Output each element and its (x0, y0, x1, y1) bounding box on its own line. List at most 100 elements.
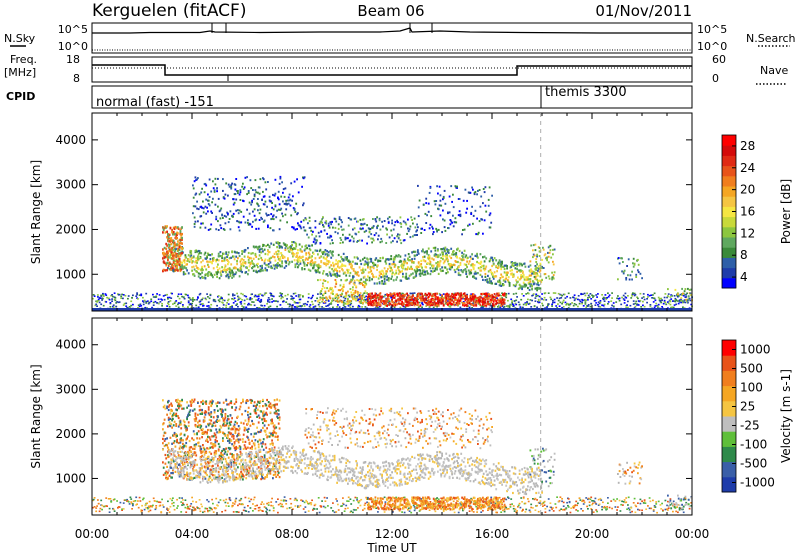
power-cell (167, 301, 170, 303)
velocity-cell (272, 505, 274, 507)
power-cell (483, 304, 486, 307)
freq-label-2: [MHz] (4, 66, 36, 79)
velocity-cell (259, 509, 262, 511)
power-cell (300, 220, 303, 223)
power-cell (283, 256, 286, 259)
power-cell (450, 185, 453, 188)
power-cell (416, 299, 418, 302)
power-cell (434, 203, 437, 206)
power-cell (406, 292, 408, 295)
power-cell (204, 205, 207, 208)
power-cell (406, 232, 408, 235)
power-cell (582, 305, 585, 307)
power-cell (307, 262, 309, 265)
power-cell (485, 296, 488, 299)
power-cell (472, 293, 475, 296)
power-cell (314, 249, 317, 252)
power-cell (541, 302, 543, 305)
power-cell (487, 274, 489, 277)
power-cell (305, 257, 308, 260)
power-cell (337, 232, 339, 235)
power-cell (170, 297, 173, 299)
power-cell (453, 304, 456, 307)
power-cell (297, 305, 300, 308)
power-cell (232, 271, 234, 274)
power-cell (237, 190, 239, 192)
power-cell (482, 256, 484, 259)
velocity-cell (97, 499, 99, 501)
power-cell (192, 273, 195, 276)
power-cell (255, 299, 258, 301)
power-cell (176, 233, 178, 236)
power-cell (267, 265, 270, 268)
power-cell (282, 296, 284, 299)
power-cell (295, 243, 298, 246)
power-cell (262, 177, 264, 180)
power-cell (286, 298, 288, 300)
power-cell (327, 289, 330, 292)
power-cell (353, 279, 356, 282)
power-cell (449, 265, 452, 268)
power-cell (455, 292, 458, 295)
power-cell (232, 298, 235, 301)
power-cell (472, 222, 474, 225)
power-cell (228, 185, 231, 188)
power-cell (452, 294, 455, 297)
power-cell (293, 252, 296, 256)
velocity-cell (199, 510, 202, 513)
power-cell (232, 273, 235, 276)
power-cell (430, 250, 433, 253)
power-cell (275, 264, 278, 267)
power-cell (437, 254, 439, 257)
power-cell (634, 305, 637, 308)
power-cell (250, 262, 253, 265)
power-cell (431, 303, 433, 307)
power-cell (247, 273, 249, 276)
power-cell (237, 305, 239, 308)
power-cell (177, 303, 179, 306)
power-cell (502, 294, 505, 297)
power-cell (379, 303, 382, 306)
power-cell (302, 259, 304, 262)
power-cell (187, 306, 189, 308)
power-cell (307, 256, 310, 259)
power-cell (207, 296, 209, 298)
power-cell (632, 300, 635, 302)
power-cell (307, 296, 310, 299)
velocity-cells (92, 398, 693, 514)
power-cell (297, 258, 300, 261)
power-cell (224, 264, 227, 267)
power-ytick-label: 2000 (55, 222, 86, 236)
power-cell (327, 224, 330, 227)
power-cell (209, 293, 212, 296)
power-cell (444, 266, 447, 269)
power-cell (363, 286, 366, 289)
power-cell (567, 304, 570, 306)
power-cell (372, 226, 374, 229)
power-cell (328, 261, 331, 264)
power-cell (475, 233, 478, 236)
power-cell (330, 264, 333, 267)
power-frame (91, 112, 693, 312)
power-cell (299, 294, 302, 296)
power-cell (200, 252, 203, 255)
power-cell (235, 209, 238, 212)
power-cell (434, 304, 437, 307)
velocity-cell (143, 508, 146, 511)
power-cell (472, 297, 475, 300)
power-cell (519, 284, 522, 287)
power-cell (191, 266, 193, 269)
power-cell (631, 278, 633, 281)
power-cell (432, 270, 434, 273)
power-cell (587, 297, 589, 299)
velocity-cell (408, 510, 411, 512)
power-cell (259, 293, 262, 295)
power-cell (255, 227, 258, 230)
velocity-cell (155, 505, 158, 507)
power-cell (342, 272, 345, 275)
velocity-cell (155, 507, 158, 509)
power-cell (527, 278, 530, 281)
power-cell (285, 301, 288, 303)
power-cell (242, 182, 244, 185)
